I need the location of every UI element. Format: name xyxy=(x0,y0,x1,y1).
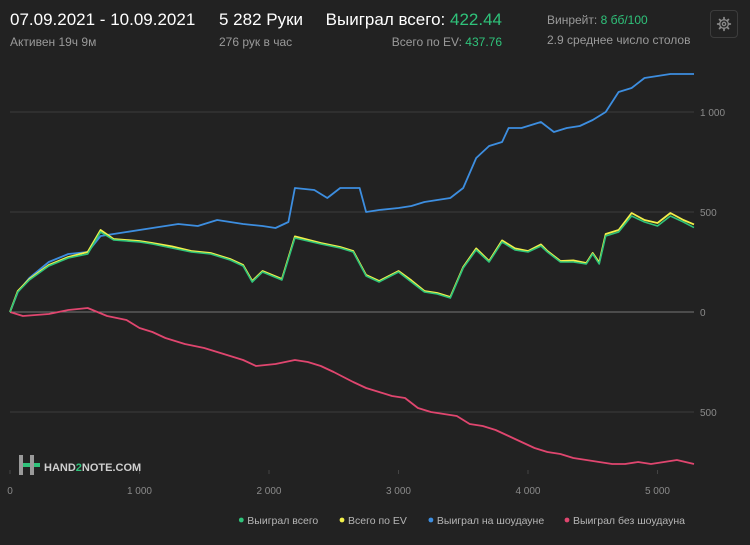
won-total-value: 422.44 xyxy=(450,10,502,29)
y-tick-label: 500 xyxy=(700,408,717,419)
won-total-label: Выиграл всего: xyxy=(325,10,446,29)
legend-item-1[interactable]: Всего по EV xyxy=(339,515,407,527)
gear-icon xyxy=(716,16,732,32)
hands-block: 5 282 Руки 276 рук в час xyxy=(219,10,303,50)
legend-label: Выиграл всего xyxy=(247,515,318,527)
hands-count: 5 282 Руки xyxy=(219,10,304,29)
watermark-logo: HAND2NOTE.COM xyxy=(19,455,141,475)
y-tick-label: 1 000 xyxy=(700,108,725,119)
chart-lines xyxy=(9,73,695,465)
ev-label: Всего по EV: xyxy=(391,35,462,49)
winrate-block: Винрейт: 8 бб/100 2.9 среднее число стол… xyxy=(547,10,690,48)
x-tick-label: 4 000 xyxy=(515,486,540,497)
x-tick-label: 3 000 xyxy=(386,486,411,497)
winrate: Винрейт: 8 бб/100 xyxy=(547,12,690,28)
x-axis-ticks: 0 1 000 2 000 3 000 4 000 5 000 xyxy=(7,470,670,497)
y-tick-label: 0 xyxy=(700,308,706,319)
chart-legend: Выиграл всего Всего по EV Выиграл на шоуда… xyxy=(238,515,686,527)
x-tick-label: 1 000 xyxy=(127,486,152,497)
series-line-0 xyxy=(9,215,695,313)
legend-label: Выиграл без шоудауна xyxy=(573,515,685,527)
y-tick-label: 500 xyxy=(700,208,717,219)
logo-part3: NOTE.COM xyxy=(82,462,141,474)
legend-marker xyxy=(238,517,244,523)
legend-label: Выиграл на шоудауне xyxy=(437,515,544,527)
x-tick-label: 2 000 xyxy=(256,486,281,497)
date-range: 07.09.2021 - 10.09.2021 xyxy=(10,10,196,29)
y-axis-ticks: 1 000 500 0 500 xyxy=(700,108,725,419)
hands-per-hour: 276 рук в час xyxy=(219,35,293,49)
period-block: 07.09.2021 - 10.09.2021 Активен 19ч 9м xyxy=(10,10,195,50)
legend-item-3[interactable]: Выиграл без шоудауна xyxy=(564,515,686,527)
legend-marker xyxy=(428,517,434,523)
stats-header: 07.09.2021 - 10.09.2021 Активен 19ч 9м 5… xyxy=(0,0,750,60)
ev-total: Всего по EV: 437.76 xyxy=(320,34,502,50)
series-line-1 xyxy=(9,212,695,313)
logo-mark-icon xyxy=(19,455,40,475)
x-tick-label: 5 000 xyxy=(645,486,670,497)
ev-value: 437.76 xyxy=(465,35,502,49)
x-tick-label: 0 xyxy=(7,486,13,497)
logo-part2: 2 xyxy=(76,462,82,474)
logo-part1: HAND xyxy=(44,462,76,474)
legend-marker xyxy=(339,517,345,523)
winnings-block: Выиграл всего: 422.44 Всего по EV: 437.7… xyxy=(320,10,502,50)
chart-grid xyxy=(10,111,694,413)
settings-button[interactable] xyxy=(710,10,738,38)
legend-label: Всего по EV xyxy=(348,515,407,527)
series-line-2 xyxy=(9,73,694,313)
active-time: Активен 19ч 9м xyxy=(10,35,97,49)
won-total: Выиграл всего: 422.44 xyxy=(320,10,502,30)
legend-item-2[interactable]: Выиграл на шоудауне xyxy=(428,515,545,527)
series-line-3 xyxy=(9,307,695,465)
winrate-label: Винрейт: xyxy=(547,13,598,27)
logo-text: HAND2NOTE.COM xyxy=(44,462,141,474)
legend-marker xyxy=(564,517,570,523)
legend-item-0[interactable]: Выиграл всего xyxy=(238,515,319,527)
avg-tables: 2.9 среднее число столов xyxy=(547,33,691,47)
winrate-value: 8 бб/100 xyxy=(600,13,648,27)
